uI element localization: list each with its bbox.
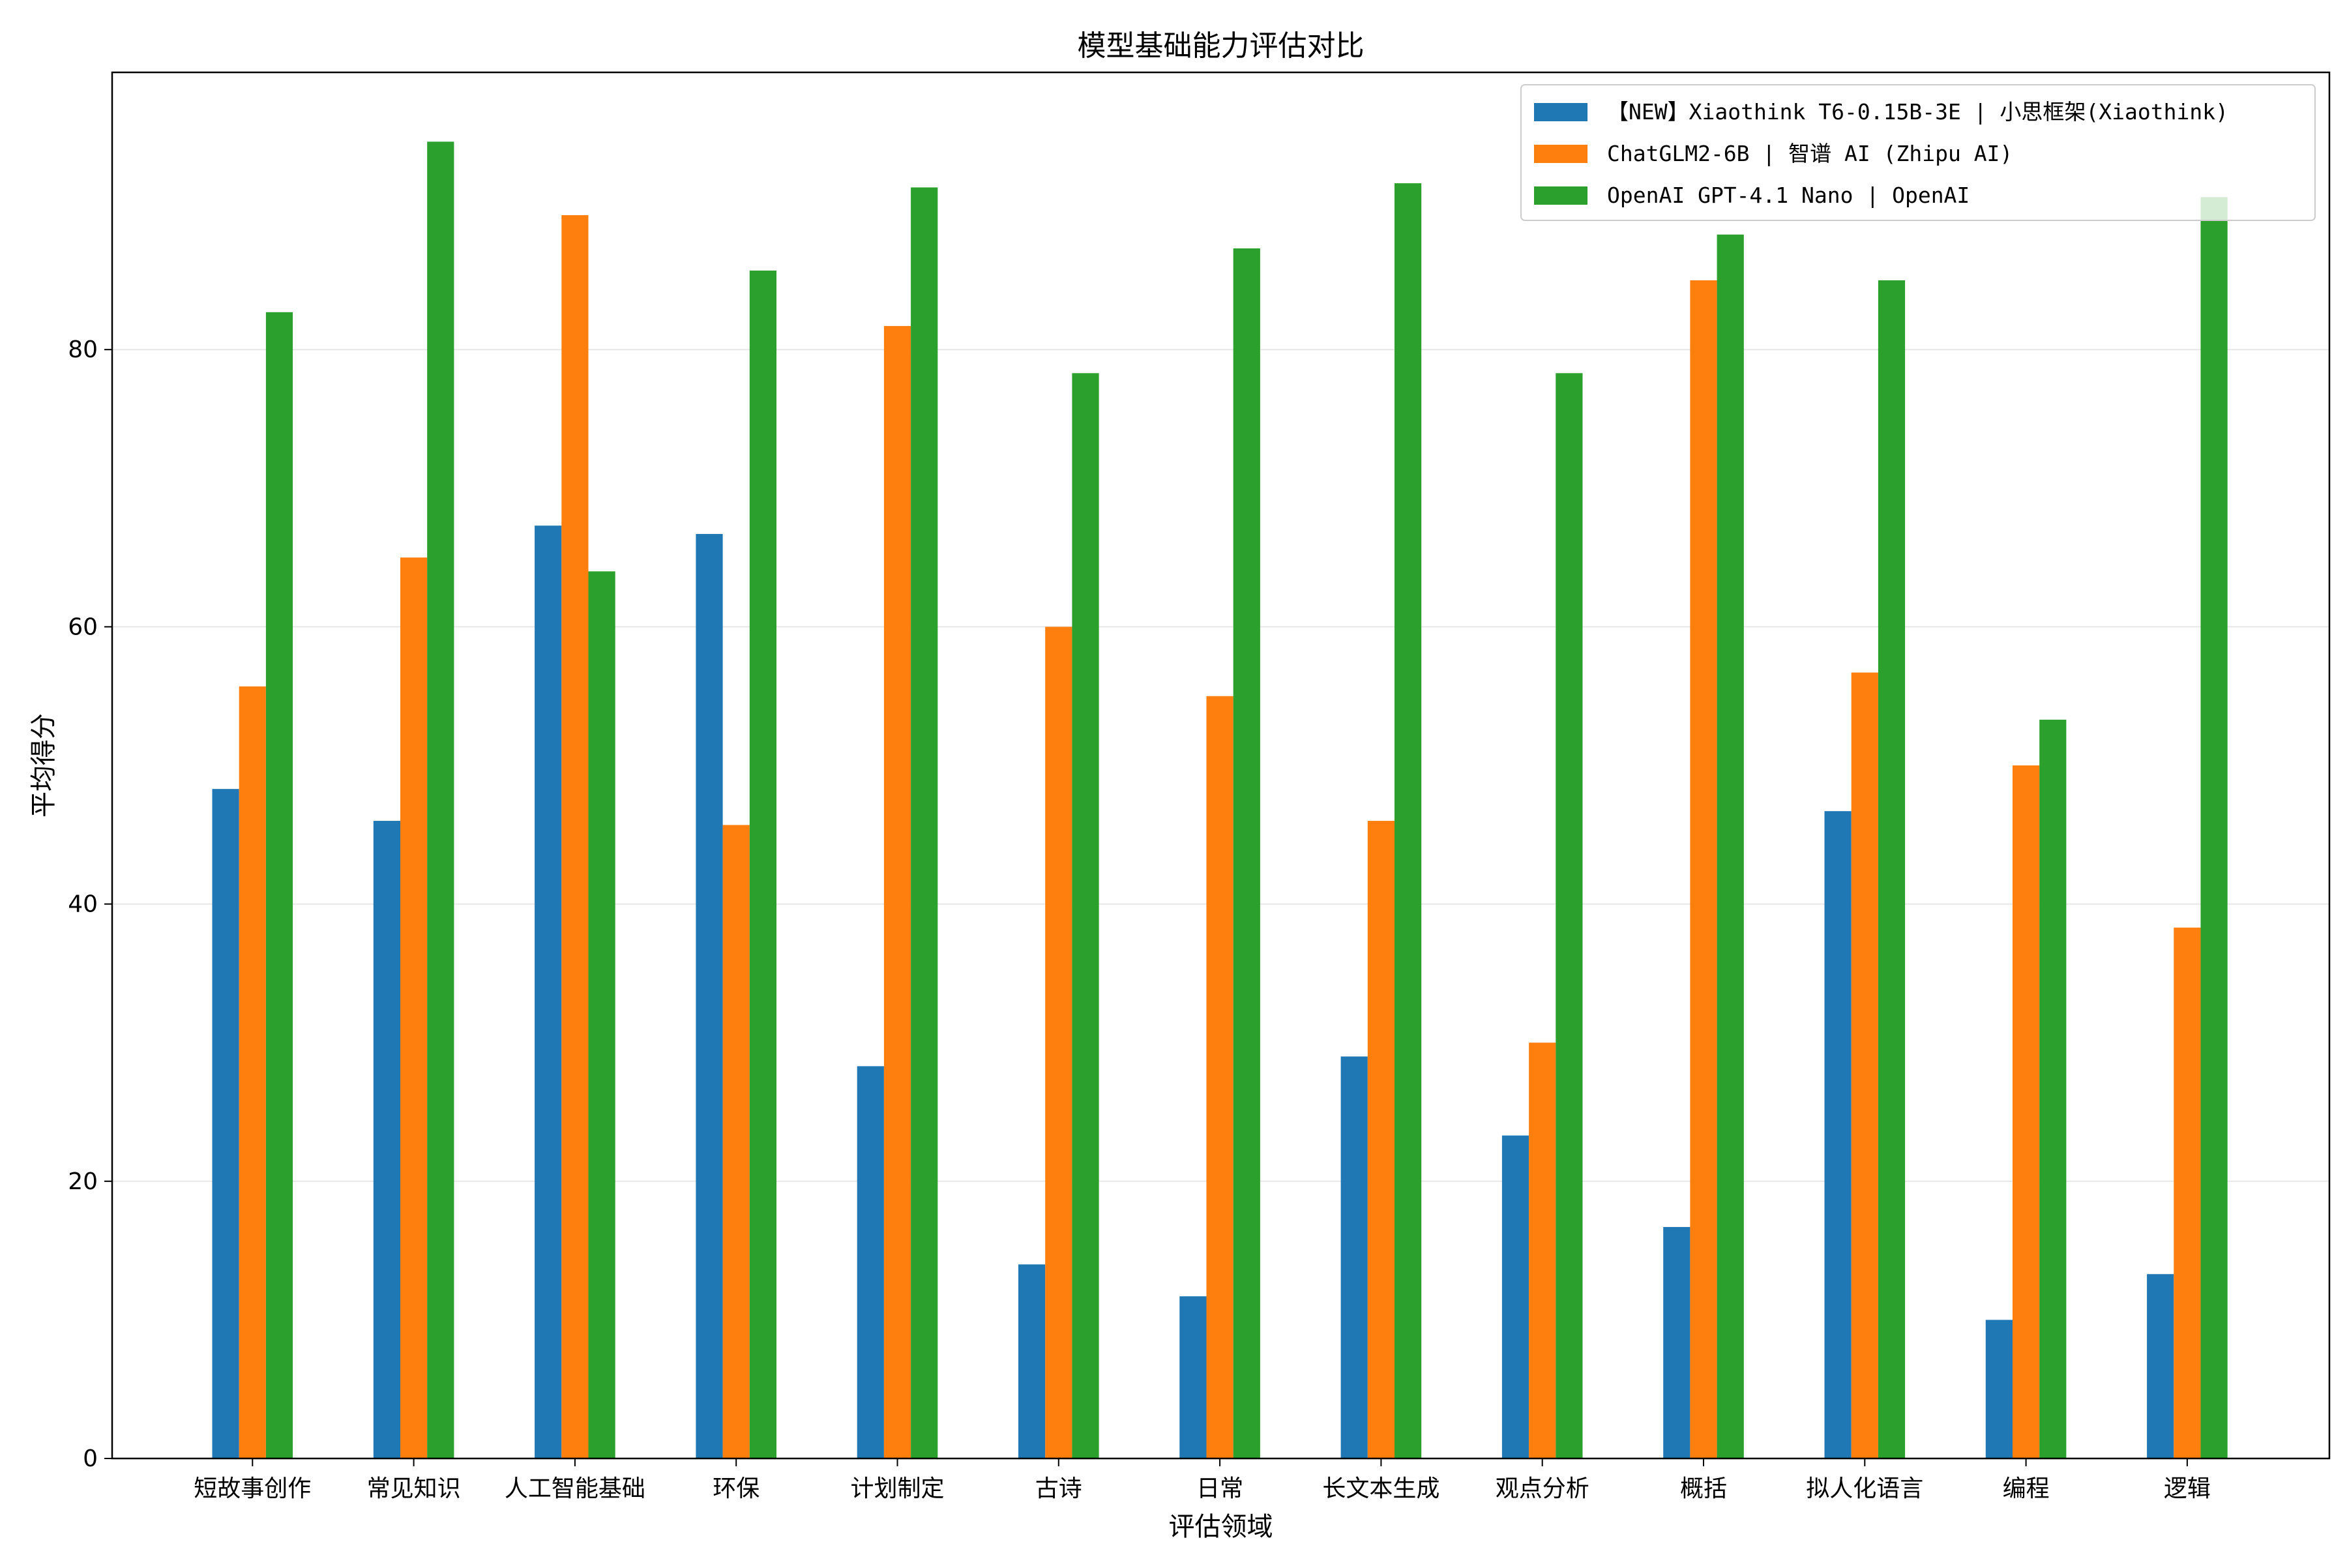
x-tick-label: 常见知识 — [367, 1475, 461, 1502]
bar — [696, 533, 723, 1458]
x-tick-label: 观点分析 — [1496, 1475, 1589, 1502]
bar — [2174, 927, 2201, 1458]
bar — [1179, 1296, 1207, 1458]
bar — [1018, 1264, 1046, 1458]
chart-title: 模型基础能力评估对比 — [1078, 29, 1365, 63]
bar — [1985, 1320, 2013, 1458]
x-tick-label: 概括 — [1680, 1475, 1727, 1502]
y-tick-label: 0 — [83, 1445, 98, 1472]
bar — [239, 686, 266, 1458]
x-tick-label: 拟人化语言 — [1806, 1475, 1923, 1502]
y-tick-label: 20 — [68, 1168, 98, 1195]
y-tick-label: 60 — [68, 614, 98, 640]
bar — [2039, 719, 2067, 1458]
bar — [2147, 1274, 2174, 1458]
bar — [1395, 183, 1422, 1459]
x-tick-label: 逻辑 — [2164, 1475, 2211, 1502]
bar — [1340, 1056, 1368, 1458]
bar — [857, 1066, 884, 1458]
x-tick-label: 人工智能基础 — [505, 1475, 645, 1502]
bar — [1529, 1043, 1556, 1458]
x-tick-label: 环保 — [713, 1475, 760, 1502]
plot-frame — [111, 71, 2331, 1460]
bars — [212, 141, 2228, 1459]
bar — [1072, 373, 1099, 1458]
legend-box — [1520, 84, 2316, 221]
x-tick-label: 短故事创作 — [194, 1475, 311, 1502]
x-axis-ticks: 短故事创作 常见知识 人工智能基础 环保 计划制定 古诗 日常 长文本生成 观点分析 概括 拟人化语… — [194, 1458, 2211, 1502]
bar — [722, 825, 750, 1458]
legend-swatch — [1534, 103, 1587, 121]
y-axis-ticks: 0 20 40 60 80 — [68, 336, 112, 1472]
y-tick-label: 40 — [68, 891, 98, 918]
y-tick-label: 80 — [68, 336, 98, 363]
bar — [1878, 280, 1906, 1458]
legend-label: OpenAI GPT-4.1 Nano | OpenAI — [1607, 183, 1970, 208]
bar — [1690, 280, 1717, 1458]
y-axis-label: 平均得分 — [29, 713, 59, 818]
bar — [749, 271, 776, 1458]
bar — [1501, 1135, 1529, 1458]
x-tick-label: 计划制定 — [850, 1475, 944, 1502]
bar — [373, 821, 400, 1458]
bar — [1717, 234, 1744, 1459]
legend-swatch — [1534, 186, 1587, 205]
bar — [1045, 627, 1072, 1458]
bar — [883, 326, 911, 1459]
bar — [1851, 672, 1878, 1458]
bar — [1206, 696, 1233, 1458]
bar — [588, 571, 615, 1458]
legend-label: 【NEW】Xiaothink T6-0.15B-3E | 小思框架(Xiaoth… — [1607, 99, 2228, 125]
bar — [212, 789, 239, 1458]
bar — [1824, 811, 1852, 1458]
legend-label: ChatGLM2-6B | 智谱 AI (Zhipu AI) — [1607, 141, 2013, 166]
bar — [1233, 248, 1260, 1459]
x-axis-label: 评估领域 — [1169, 1512, 1273, 1542]
bar — [2013, 765, 2040, 1458]
x-tick-label: 日常 — [1196, 1475, 1243, 1502]
bar — [561, 214, 589, 1458]
bar — [911, 187, 938, 1458]
x-tick-label: 长文本生成 — [1322, 1475, 1439, 1502]
bar — [265, 312, 293, 1459]
legend-swatch — [1534, 145, 1587, 163]
bar — [1367, 821, 1395, 1458]
legend: 【NEW】Xiaothink T6-0.15B-3E | 小思框架(Xiaoth… — [1520, 84, 2316, 221]
x-tick-label: 古诗 — [1035, 1475, 1082, 1502]
bar — [1663, 1226, 1690, 1458]
x-tick-label: 编程 — [2003, 1475, 2050, 1502]
bar — [535, 525, 562, 1458]
bar — [2200, 197, 2228, 1459]
bar — [400, 557, 428, 1458]
bar — [1556, 373, 1583, 1458]
bar — [427, 141, 454, 1458]
